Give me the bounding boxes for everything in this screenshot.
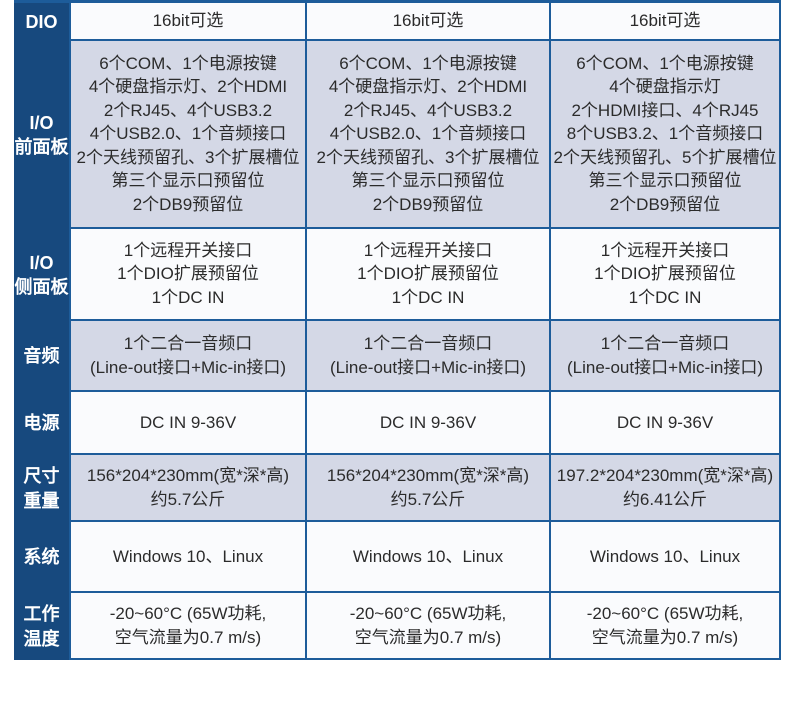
row-header-dimensions-weight: 尺寸 重量 — [14, 455, 69, 522]
row-header-audio: 音频 — [14, 321, 69, 392]
spec-cell: DC IN 9-36V — [307, 392, 551, 455]
table-row-dimensions-weight: 尺寸 重量 156*204*230mm(宽*深*高) 约5.7公斤 156*20… — [14, 455, 781, 522]
table-row-io-front-panel: I/O 前面板 6个COM、1个电源按键 4个硬盘指示灯、2个HDMI 2个RJ… — [14, 41, 781, 229]
spec-cell: 6个COM、1个电源按键 4个硬盘指示灯、2个HDMI 2个RJ45、4个USB… — [69, 41, 307, 229]
spec-cell: 16bit可选 — [551, 3, 781, 41]
row-header-operating-temperature: 工作 温度 — [14, 593, 69, 660]
spec-cell: -20~60°C (65W功耗, 空气流量为0.7 m/s) — [551, 593, 781, 660]
spec-cell: Windows 10、Linux — [551, 522, 781, 593]
spec-cell: Windows 10、Linux — [69, 522, 307, 593]
row-header-dio: DIO — [14, 3, 69, 41]
spec-cell: 197.2*204*230mm(宽*深*高) 约6.41公斤 — [551, 455, 781, 522]
spec-cell: 1个远程开关接口 1个DIO扩展预留位 1个DC IN — [307, 229, 551, 321]
spec-cell: DC IN 9-36V — [69, 392, 307, 455]
spec-cell: 156*204*230mm(宽*深*高) 约5.7公斤 — [307, 455, 551, 522]
spec-cell: 1个二合一音频口 (Line-out接口+Mic-in接口) — [69, 321, 307, 392]
table-row-dio: DIO 16bit可选 16bit可选 16bit可选 — [14, 3, 781, 41]
spec-cell: 6个COM、1个电源按键 4个硬盘指示灯、2个HDMI 2个RJ45、4个USB… — [307, 41, 551, 229]
table-row-operating-temperature: 工作 温度 -20~60°C (65W功耗, 空气流量为0.7 m/s) -20… — [14, 593, 781, 660]
spec-cell: 1个二合一音频口 (Line-out接口+Mic-in接口) — [551, 321, 781, 392]
spec-cell: Windows 10、Linux — [307, 522, 551, 593]
spec-cell: -20~60°C (65W功耗, 空气流量为0.7 m/s) — [307, 593, 551, 660]
table-row-os: 系统 Windows 10、Linux Windows 10、Linux Win… — [14, 522, 781, 593]
table-row-power: 电源 DC IN 9-36V DC IN 9-36V DC IN 9-36V — [14, 392, 781, 455]
spec-table: DIO 16bit可选 16bit可选 16bit可选 I/O 前面板 6个CO… — [14, 0, 781, 660]
spec-cell: 1个远程开关接口 1个DIO扩展预留位 1个DC IN — [551, 229, 781, 321]
spec-cell: 16bit可选 — [307, 3, 551, 41]
spec-cell: 6个COM、1个电源按键 4个硬盘指示灯 2个HDMI接口、4个RJ45 8个U… — [551, 41, 781, 229]
table-row-io-side-panel: I/O 侧面板 1个远程开关接口 1个DIO扩展预留位 1个DC IN 1个远程… — [14, 229, 781, 321]
spec-cell: DC IN 9-36V — [551, 392, 781, 455]
row-header-os: 系统 — [14, 522, 69, 593]
spec-cell: 156*204*230mm(宽*深*高) 约5.7公斤 — [69, 455, 307, 522]
spec-cell: -20~60°C (65W功耗, 空气流量为0.7 m/s) — [69, 593, 307, 660]
spec-cell: 1个二合一音频口 (Line-out接口+Mic-in接口) — [307, 321, 551, 392]
table-row-audio: 音频 1个二合一音频口 (Line-out接口+Mic-in接口) 1个二合一音… — [14, 321, 781, 392]
spec-cell: 16bit可选 — [69, 3, 307, 41]
spec-cell: 1个远程开关接口 1个DIO扩展预留位 1个DC IN — [69, 229, 307, 321]
row-header-io-side-panel: I/O 侧面板 — [14, 229, 69, 321]
row-header-power: 电源 — [14, 392, 69, 455]
row-header-io-front-panel: I/O 前面板 — [14, 41, 69, 229]
